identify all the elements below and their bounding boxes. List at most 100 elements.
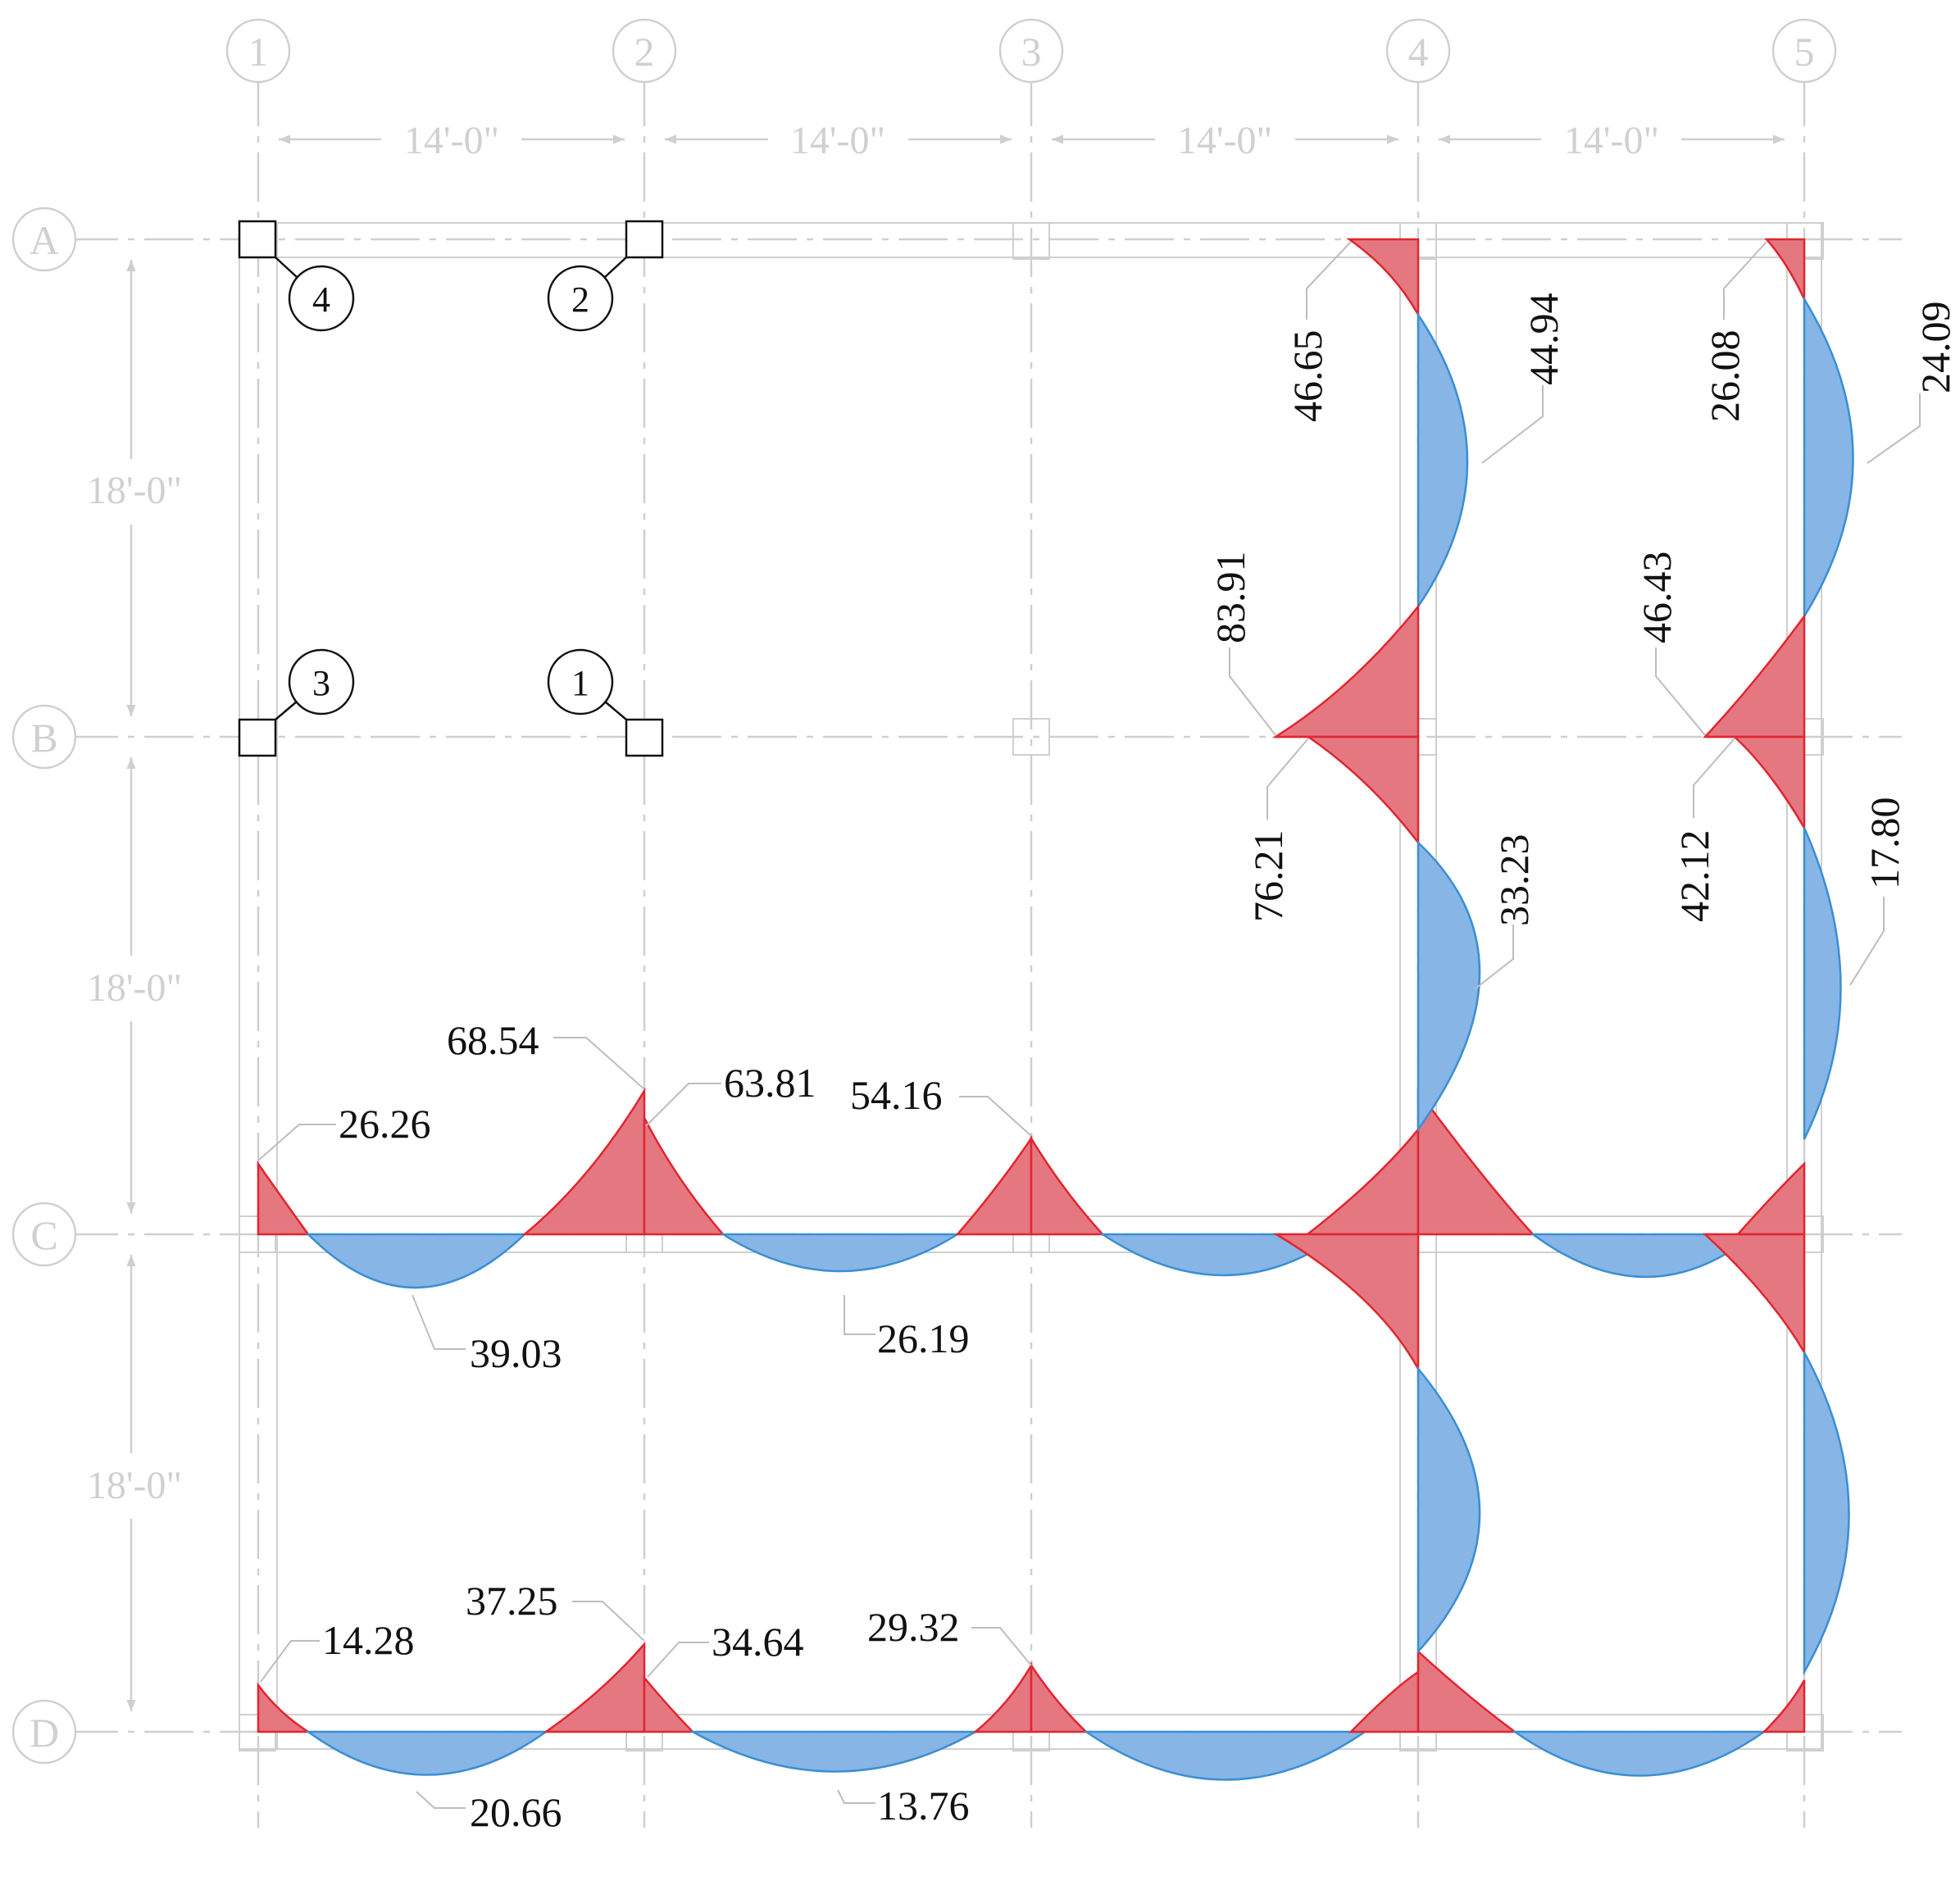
grid-bubble-col-4 [1385,18,1451,84]
moment-region-positive [719,1233,962,1273]
dim-label-B-C: 18'-0" [87,966,182,1010]
structural-grid [69,77,1902,1828]
key-label: 4 [312,279,330,320]
key-circle [288,265,355,332]
moment-label: 37.25 [466,1578,558,1624]
dim-label-A-B: 18'-0" [87,469,182,512]
moment-region-negative [1703,613,1806,738]
key-column-square [625,718,664,757]
grid-label-col-2: 2 [634,29,655,75]
moment-region-negative [1276,735,1420,846]
moment-region-positive [305,1730,549,1776]
moment-label: 39.03 [470,1330,562,1376]
moment-region-negative [1764,238,1806,300]
key-markers [238,220,664,757]
moment-region-negative [1705,735,1806,832]
moment-label: 14.28 [322,1617,415,1663]
moment-region-positive [1082,1730,1369,1781]
key-circle [288,648,355,716]
grid-bubble-row-D [11,1699,77,1765]
dim-label-3-4: 14'-0" [1177,119,1272,162]
grid-label-col-4: 4 [1408,29,1429,75]
moment-region-negative [955,1134,1033,1236]
grid-label-row-B: B [30,715,57,761]
moment-region-positive [1417,840,1481,1133]
value-labels: 26.26 39.03 68.54 63.81 26.19 54.16 14.2… [322,293,1958,1836]
grid-label-row-D: D [30,1710,59,1756]
key-label: 1 [571,663,589,703]
grid-bubble-col-5 [1771,18,1837,84]
moment-region-negative [1272,1233,1420,1373]
key-column-square [238,220,277,259]
key-circle [547,265,614,332]
dim-label-1-2: 14'-0" [404,119,499,162]
leader-lines [257,241,1921,1809]
moment-label: 34.64 [712,1619,804,1665]
moment-label: 68.54 [447,1017,539,1063]
moment-region-negative [521,1087,646,1236]
key-label: 2 [571,279,589,320]
key-column-square [238,718,277,757]
key-circle [547,648,614,716]
grid-bubble-col-1 [225,18,291,84]
moment-label: 26.08 [1702,330,1748,423]
moment-region-negative [1417,1088,1535,1236]
moment-region-negative [643,1674,695,1733]
moment-label: 42.12 [1671,830,1717,923]
moment-region-negative [1735,1161,1806,1236]
moment-region-negative [1348,1670,1420,1733]
grid-label-row-A: A [30,217,59,263]
moment-region-negative [543,1641,646,1733]
moment-region-positive [1803,827,1842,1140]
moment-label: 44.94 [1521,293,1567,386]
moment-label: 33.23 [1491,834,1537,927]
moment-region-negative [1761,1679,1806,1733]
grid-bubble-row-A [11,207,77,272]
grid-label-row-C: C [30,1212,57,1258]
grid-label-col-5: 5 [1794,29,1815,75]
grid-bubble-col-2 [612,18,677,84]
moment-diagrams [257,238,1854,1781]
moment-region-negative [1346,238,1420,319]
moment-label: 13.76 [877,1783,970,1829]
moment-label: 20.66 [470,1789,562,1835]
key-column-square [625,220,664,259]
moment-region-positive [1803,1352,1850,1676]
moment-region-negative [1304,1126,1420,1236]
moment-region-negative [1271,603,1420,738]
grid-label-col-1: 1 [248,29,269,75]
grid-bubble-col-3 [998,18,1064,84]
moment-region-negative [257,1682,312,1733]
grid-label-col-3: 3 [1021,29,1042,75]
moment-label: 26.19 [877,1315,970,1361]
moment-region-positive [689,1730,980,1773]
moment-region-negative [1417,1649,1518,1733]
grid-bubble-row-B [11,704,77,770]
moment-label: 83.91 [1207,552,1253,644]
moment-region-negative [257,1161,311,1236]
grid-bubble-row-C [11,1202,77,1267]
moment-label: 63.81 [724,1060,816,1106]
moment-region-negative [1030,1661,1089,1733]
moment-region-positive [1512,1730,1767,1777]
moment-label: 54.16 [850,1072,943,1118]
moment-label: 76.21 [1245,830,1291,923]
dim-label-2-3: 14'-0" [790,119,885,162]
moment-label: 24.09 [1912,302,1958,394]
moment-region-negative [643,1117,725,1236]
moment-label: 17.80 [1862,797,1908,890]
moment-label: 26.26 [339,1101,431,1147]
moment-region-positive [1803,295,1854,620]
moment-region-positive [1417,1365,1481,1655]
moment-label: 29.32 [867,1604,960,1650]
moment-region-negative [1030,1134,1105,1236]
moment-region-positive [305,1233,528,1289]
key-label: 3 [312,663,330,703]
moment-region-negative [972,1661,1033,1733]
moment-label: 46.43 [1634,552,1680,644]
dim-label-C-D: 18'-0" [87,1464,182,1507]
moment-label: 46.65 [1285,330,1330,423]
moment-region-positive [1417,311,1469,611]
